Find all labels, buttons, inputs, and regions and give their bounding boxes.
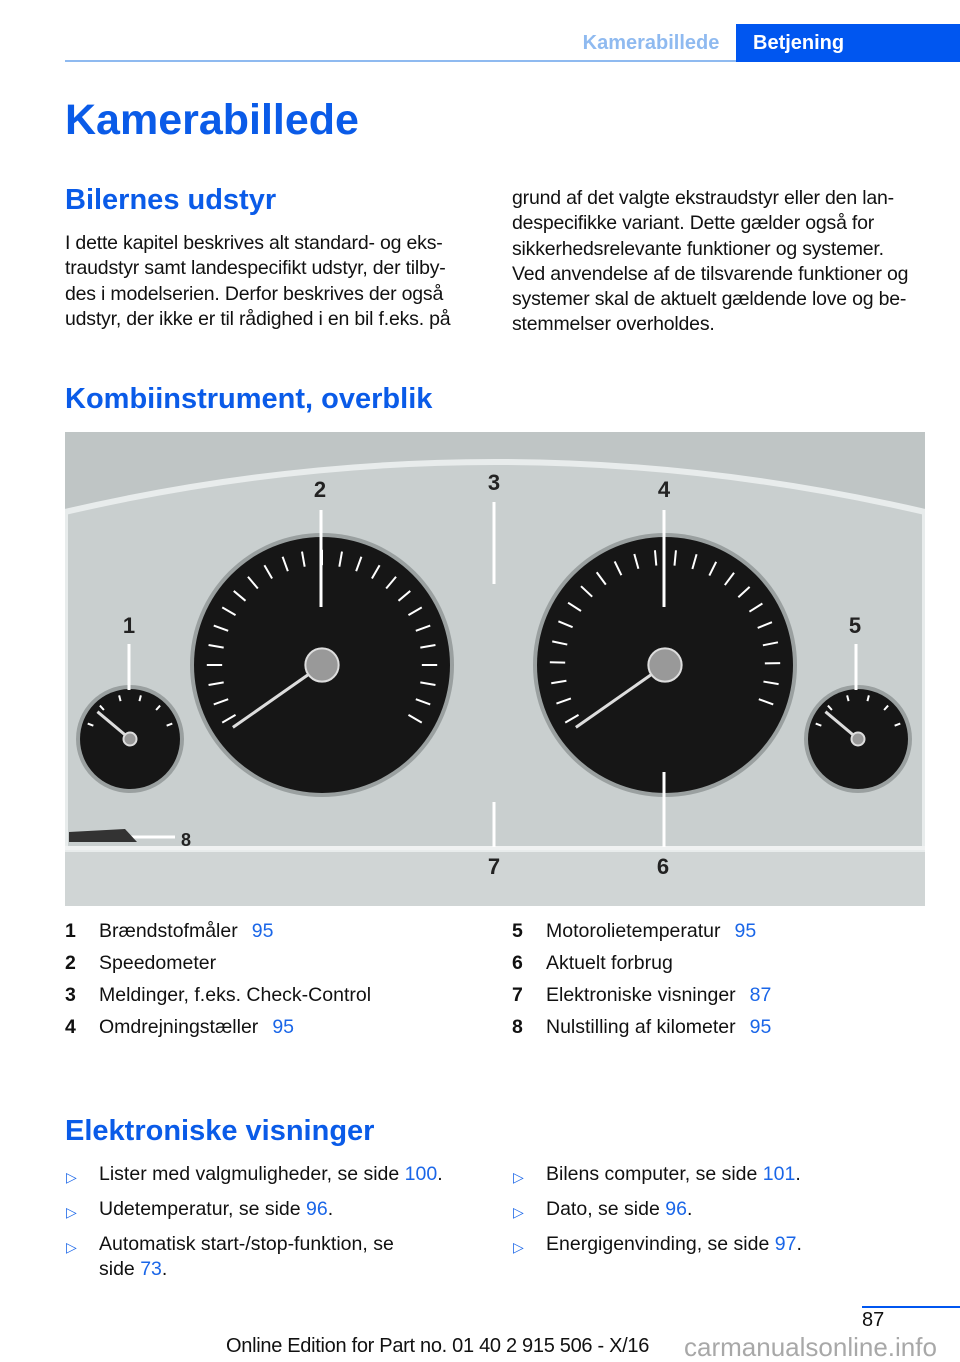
edition-footer: Online Edition for Part no. 01 40 2 915 … <box>226 1335 650 1357</box>
legend-number: 2 <box>65 952 76 974</box>
item-text: Lister med valgmuligheder, se side <box>99 1163 405 1185</box>
triangle-bullet-icon: ▷ <box>513 1204 524 1220</box>
page-link[interactable]: 101 <box>762 1163 796 1185</box>
bullet-list-right: ▷ Bilens computer, se side 101. ▷ Dato, se… <box>512 1162 932 1267</box>
callout-1: 1 <box>123 613 135 638</box>
page-link[interactable]: 97 <box>774 1233 797 1255</box>
list-item: ▷ Dato, se side 96. <box>512 1197 932 1225</box>
header-rule <box>65 60 960 62</box>
legend-right: 5 Motorolietemperatur 95 6 Aktuelt forbrug … <box>512 915 771 1043</box>
legend-number: 4 <box>65 1016 76 1038</box>
triangle-bullet-icon: ▷ <box>66 1169 77 1185</box>
callout-3: 3 <box>488 470 500 495</box>
text-line: I dette kapitel beskrives alt standard- … <box>65 232 443 254</box>
page-link[interactable]: 96 <box>665 1198 687 1220</box>
triangle-bullet-icon: ▷ <box>66 1239 77 1255</box>
page-link[interactable]: 95 <box>749 1016 772 1038</box>
gauge-needle <box>575 663 666 729</box>
page-number: 87 <box>862 1309 885 1331</box>
page-link[interactable]: 95 <box>251 920 274 942</box>
punct: . <box>796 1233 802 1255</box>
watermark: carmanualsonline.info <box>684 1332 937 1362</box>
punct: . <box>437 1163 443 1185</box>
section-heading-equipment: Bilernes udstyr <box>65 184 277 216</box>
text-line: des i modelserien. Derfor beskrives der … <box>65 282 444 305</box>
legend-item: 1 Brændstofmåler 95 <box>65 915 371 947</box>
legend-item: 8 Nulstilling af kilometer 95 <box>512 1011 771 1043</box>
text-line: sikkerhedsrelevante funktioner og system… <box>512 237 884 260</box>
header-tab-chapter[interactable]: Betjening <box>736 24 960 62</box>
punct: . <box>686 1198 693 1220</box>
legend-number: 3 <box>65 984 76 1006</box>
header-tab-section[interactable]: Kamerabillede <box>582 32 720 54</box>
legend-label: Aktuelt forbrug <box>546 952 673 974</box>
legend-label: Speedometer <box>99 952 217 974</box>
page-link[interactable]: 95 <box>734 920 757 942</box>
callout-2: 2 <box>314 477 326 502</box>
item-text: side <box>99 1258 141 1280</box>
legend-item: 5 Motorolietemperatur 95 <box>512 915 771 947</box>
text-line: Ved anvendelse af de tilsvarende funktio… <box>512 262 909 285</box>
equipment-text-col1: I dette kapitel beskrives alt standard- … <box>65 231 485 332</box>
legend-number: 5 <box>512 920 523 942</box>
text-line: systemer skal de aktuelt gældende love o… <box>512 288 907 311</box>
list-item: ▷ Udetemperatur, se side 96. <box>65 1197 485 1225</box>
item-text: Automatisk start-/stop-funktion, se <box>99 1233 394 1255</box>
list-item: ▷ Automatisk start-/stop-funktion, se side… <box>65 1232 485 1282</box>
page-link[interactable]: 96 <box>306 1198 328 1220</box>
item-text: Udetemperatur, se side <box>99 1198 307 1220</box>
page-link[interactable]: 95 <box>272 1016 295 1038</box>
text-line: despecifikke variant. Dette gælder også … <box>512 212 875 235</box>
legend-label: Nulstilling af kilometer <box>546 1016 736 1038</box>
section-heading-displays: Elektroniske visninger <box>65 1115 375 1147</box>
gauge-needle <box>232 663 323 729</box>
page-number-rule <box>862 1306 960 1308</box>
legend-number: 7 <box>512 984 523 1006</box>
legend-label: Elektroniske visninger <box>546 984 736 1006</box>
legend-item: 2 Speedometer <box>65 947 371 979</box>
punct: . <box>161 1258 168 1280</box>
callout-8: 8 <box>181 830 191 850</box>
legend-item: 6 Aktuelt forbrug <box>512 947 771 979</box>
page-link[interactable]: 73 <box>140 1258 162 1280</box>
legend-label: Brændstofmåler <box>99 920 238 942</box>
text-line: traudstyr samt landespecifikt udstyr, de… <box>65 257 446 280</box>
page-title: Kamerabillede <box>65 96 359 144</box>
page-link[interactable]: 87 <box>749 984 772 1006</box>
legend-number: 6 <box>512 952 523 974</box>
legend-label: Meldinger, f.eks. Check-Control <box>99 984 372 1006</box>
list-item: ▷ Lister med valgmuligheder, se side 100. <box>65 1162 485 1190</box>
item-text: Bilens computer, se side <box>546 1163 763 1185</box>
text-line: udstyr, der ikke er til rådighed i en bi… <box>65 307 451 330</box>
bullet-list-left: ▷ Lister med valgmuligheder, se side 100.… <box>65 1162 485 1289</box>
legend-label: Omdrejningstæller <box>99 1016 259 1038</box>
section-heading-instrument: Kombiinstrument, overblik <box>65 383 433 415</box>
equipment-text-col2: grund af det valgte ekstraudstyr eller d… <box>512 186 942 338</box>
item-text: Dato, se side <box>546 1198 666 1220</box>
triangle-bullet-icon: ▷ <box>513 1239 524 1255</box>
triangle-bullet-icon: ▷ <box>66 1204 77 1220</box>
triangle-bullet-icon: ▷ <box>513 1169 524 1185</box>
legend-left: 1 Brændstofmåler 95 2 Speedometer 3 Meldinge… <box>65 915 371 1043</box>
item-text: Energigenvinding, se side <box>546 1233 775 1255</box>
legend-item: 4 Omdrejningstæller 95 <box>65 1011 371 1043</box>
callout-7: 7 <box>488 854 500 879</box>
legend-item: 7 Elektroniske visninger 87 <box>512 979 771 1011</box>
legend-number: 1 <box>65 920 76 942</box>
list-item: ▷ Energigenvinding, se side 97. <box>512 1232 932 1260</box>
legend-label: Motorolietemperatur <box>546 920 721 942</box>
punct: . <box>327 1198 334 1220</box>
text-line: grund af det valgte ekstraudstyr eller d… <box>512 187 894 209</box>
callout-6: 6 <box>657 854 669 879</box>
callout-4: 4 <box>658 477 671 502</box>
callout-5: 5 <box>849 613 861 638</box>
text-line: stemmelser overholdes. <box>512 313 715 336</box>
punct: . <box>795 1163 801 1185</box>
list-item: ▷ Bilens computer, se side 101. <box>512 1162 932 1190</box>
legend-number: 8 <box>512 1016 523 1038</box>
page-link[interactable]: 100 <box>404 1163 438 1185</box>
instrument-cluster-illustration: 1 2 3 4 5 6 7 8 <box>65 432 925 906</box>
legend-item: 3 Meldinger, f.eks. Check-Control <box>65 979 371 1011</box>
